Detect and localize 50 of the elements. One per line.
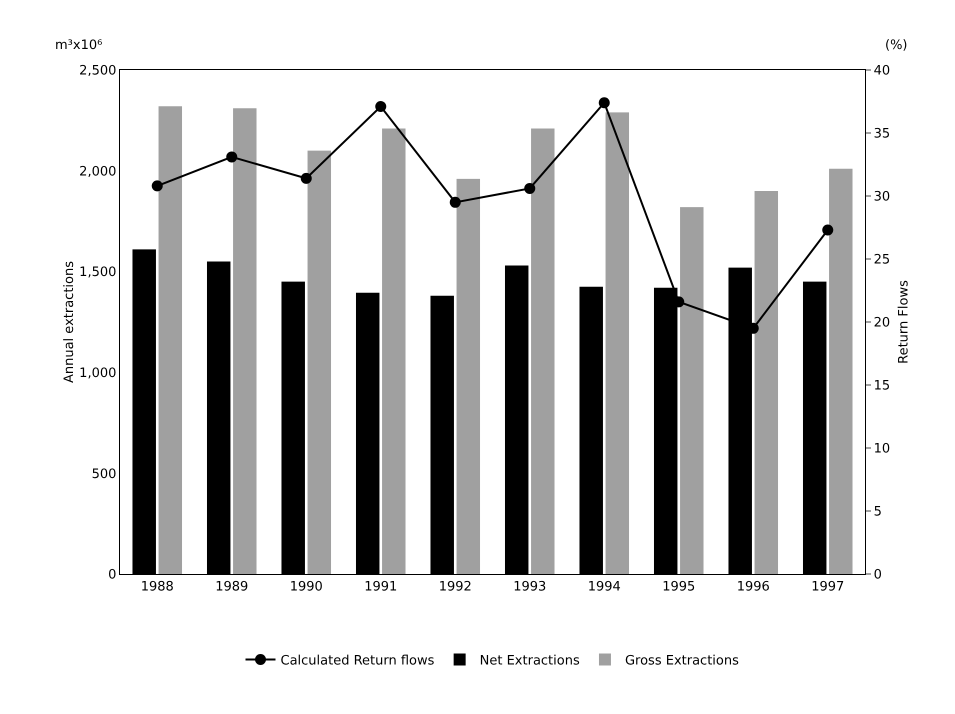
bar [158,106,182,574]
x-tick-label: 1988 [140,580,174,595]
text: (%) [885,38,908,53]
y2-tick-label: 30 [874,190,890,205]
y-tick-label: 1,500 [79,265,116,280]
y2-tick-label: 0 [874,568,882,583]
y2-tick-label: 15 [874,378,890,394]
bar [308,150,332,574]
point [598,97,610,108]
y2-axis-title: Return Flows [896,280,912,364]
x-tick-label: 1994 [588,580,621,595]
point [152,180,163,192]
y2-tick-label: 20 [874,316,890,331]
y-tick-label: 2,500 [79,64,116,79]
x-tick-label: 1995 [662,580,696,595]
y-tick-label: 2,000 [79,164,116,180]
y2-tick-label: 40 [874,64,890,79]
y-tick-label: 0 [108,568,116,583]
text: m³x10⁶ [55,38,102,53]
point [300,172,312,184]
bar [531,128,555,574]
y-tick-label: 1,000 [79,366,116,381]
x-tick-label: 1996 [736,580,770,595]
point [450,196,461,208]
bar [680,207,704,574]
bar [829,168,853,574]
x-tick-label: 1997 [811,580,844,595]
y2-tick-label: 5 [874,504,882,520]
point [524,182,536,194]
legend-label: Gross Extractions [624,654,740,669]
bar [233,108,257,574]
point [226,151,238,162]
x-tick-label: 1993 [513,580,546,595]
point [375,101,386,112]
y2-tick-label: 35 [874,126,890,142]
y2-tick-label: 25 [874,252,890,268]
legend-label: Calculated Return flows [280,654,435,669]
bar [456,178,480,574]
bar [754,190,778,574]
y-axis-title: Annual extractions [62,260,78,384]
y2-tick-label: 10 [874,442,890,457]
legend-label: Net Extractions [480,654,580,669]
y-tick-label: 500 [92,466,116,482]
x-tick-label: 1990 [290,580,323,595]
bar [606,112,630,574]
x-tick-label: 1991 [364,580,398,595]
bar [382,128,406,574]
point [822,224,834,236]
x-tick-label: 1989 [215,580,248,595]
x-tick-label: 1992 [438,580,472,595]
